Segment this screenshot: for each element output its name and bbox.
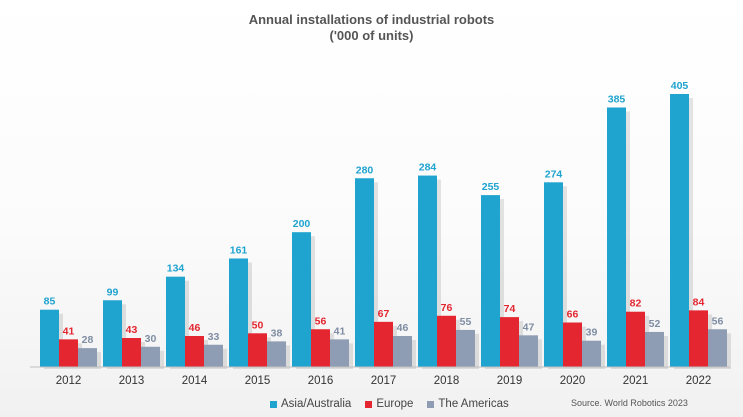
bar-americas-2013 [141,346,160,367]
bar-europe-2012 [59,339,78,367]
data-label-europe-2017: 67 [378,308,390,320]
data-label-europe-2018: 76 [441,302,453,314]
legend-item-europe: Europe [365,398,413,410]
x-tick-label-2014: 2014 [182,375,208,387]
bar-americas-2012 [78,348,97,367]
data-label-americas-2022: 56 [712,315,724,327]
data-label-asia-2013: 99 [107,286,119,298]
bars [40,94,727,368]
data-label-asia-2022: 405 [671,80,689,92]
data-label-americas-2020: 39 [586,327,598,339]
source-note: Source. World Robotics 2023 [571,398,688,408]
data-label-europe-2022: 84 [693,296,705,308]
bar-europe-2018 [437,315,456,367]
x-tick-label-2019: 2019 [497,375,523,387]
data-label-asia-2019: 255 [482,181,500,193]
bar-asia-2022 [670,94,689,367]
data-label-asia-2012: 85 [44,296,56,308]
bar-asia-2019 [481,195,500,367]
data-label-europe-2014: 46 [189,322,201,334]
bar-americas-2019 [519,335,538,367]
data-label-americas-2014: 33 [208,331,220,343]
data-label-europe-2019: 74 [504,303,516,315]
data-label-americas-2017: 46 [397,322,409,334]
chart-title: Annual installations of industrial robot… [0,12,743,44]
bar-europe-2014 [185,335,204,367]
data-label-asia-2017: 280 [356,164,374,176]
data-label-asia-2015: 161 [230,244,248,256]
x-tick-label-2013: 2013 [119,375,145,387]
bar-asia-2015 [229,258,248,367]
x-tick-label-2020: 2020 [560,375,586,387]
bar-americas-2016 [330,339,349,367]
data-label-europe-2020: 66 [567,309,579,321]
x-tick-label-2022: 2022 [686,375,712,387]
legend-label-americas: The Americas [438,398,509,410]
legend-label-asia: Asia/Australia [281,398,352,410]
bar-europe-2019 [500,317,519,367]
bar-americas-2015 [267,341,286,367]
legend-item-americas: The Americas [427,398,509,410]
bar-europe-2015 [248,333,267,367]
data-label-americas-2019: 47 [523,321,535,333]
x-tick-label-2017: 2017 [371,375,397,387]
bar-americas-2021 [645,331,664,367]
data-label-europe-2015: 50 [252,319,264,331]
chart-title-line-1: Annual installations of industrial robot… [248,12,495,27]
data-label-europe-2012: 41 [63,325,75,337]
bar-europe-2022 [689,310,708,367]
data-label-asia-2020: 274 [545,168,563,180]
data-label-americas-2012: 28 [82,334,94,346]
bar-europe-2020 [563,322,582,367]
legend-swatch-americas [427,400,435,408]
bar-asia-2020 [544,182,563,367]
bar-americas-2022 [708,329,727,367]
data-label-asia-2018: 284 [419,162,437,174]
chart-title-line-2: ('000 of units) [329,28,414,43]
legend-swatch-asia [270,400,277,408]
bar-europe-2013 [122,338,141,367]
data-label-americas-2021: 52 [649,318,661,330]
data-label-americas-2018: 55 [460,316,472,328]
data-labels: 85 41 28 99 43 30 134 46 33 161 50 38 200 56 41 280 67 46… [44,80,724,346]
x-tick-label-2015: 2015 [245,375,271,387]
data-label-americas-2015: 38 [271,327,283,339]
bar-europe-2021 [626,311,645,367]
x-tick-label-2016: 2016 [308,375,334,387]
data-label-asia-2016: 200 [293,218,311,230]
data-label-europe-2013: 43 [126,324,138,336]
data-label-asia-2014: 134 [167,263,185,275]
bar-americas-2017 [393,335,412,367]
legend-label-europe: Europe [376,398,414,410]
bar-americas-2018 [456,329,475,367]
x-tick-labels: 2012 2013 2014 2015 2016 2017 2018 2019 2020 2021… [56,375,712,387]
data-label-americas-2013: 30 [145,333,157,345]
bar-americas-2020 [582,340,601,367]
bar-europe-2016 [311,329,330,367]
data-label-americas-2016: 41 [334,325,346,337]
bar-asia-2021 [607,107,626,368]
legend-item-asia: Asia/Australia [270,398,351,410]
bar-americas-2014 [204,344,223,367]
x-tick-label-2021: 2021 [623,375,649,387]
x-tick-label-2018: 2018 [434,375,460,387]
bar-asia-2014 [166,276,185,367]
legend: Asia/Australia Europe The Americas [270,398,509,410]
data-label-asia-2021: 385 [608,93,626,105]
data-label-europe-2021: 82 [630,298,642,310]
bar-asia-2018 [418,175,437,367]
bar-asia-2013 [103,300,122,367]
bar-asia-2012 [40,309,59,367]
bar-europe-2017 [374,321,393,367]
x-tick-label-2012: 2012 [56,375,82,387]
legend-swatch-europe [365,400,373,408]
bar-asia-2017 [355,178,374,367]
data-label-europe-2016: 56 [315,315,327,327]
bar-asia-2016 [292,232,311,367]
